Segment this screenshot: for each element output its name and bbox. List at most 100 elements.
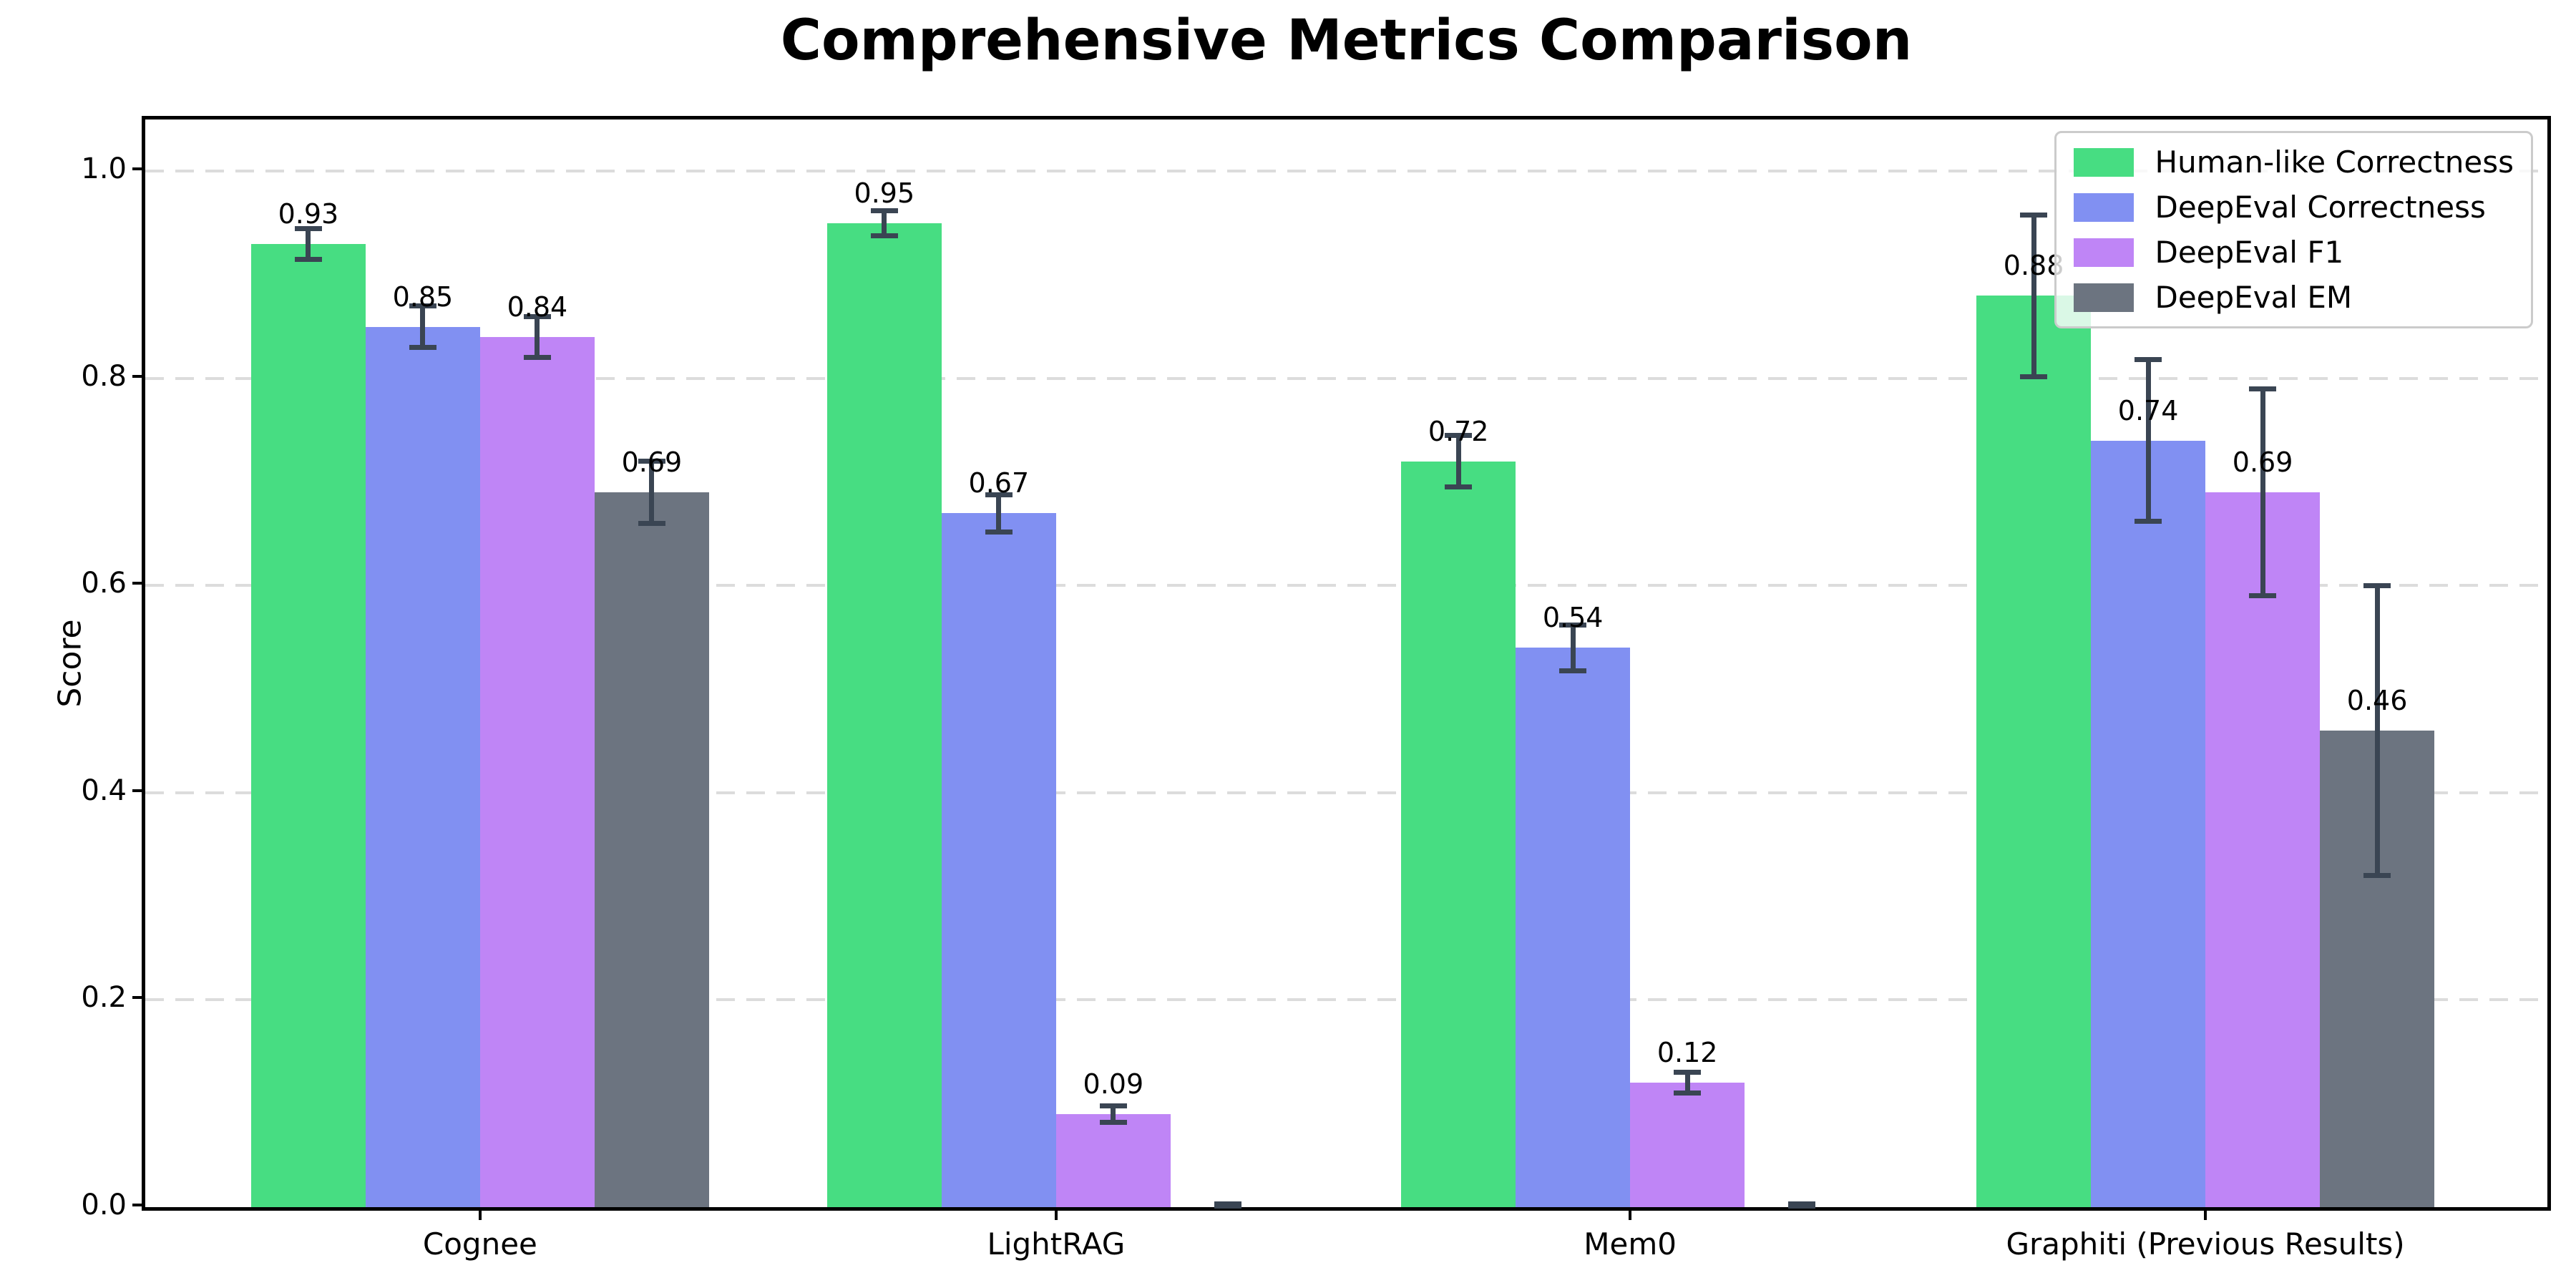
y-tick bbox=[132, 789, 142, 792]
bar-value-label: 0.93 bbox=[278, 197, 339, 230]
bar-value-label: 0.09 bbox=[1083, 1068, 1144, 1100]
error-bar-cap bbox=[1788, 1204, 1816, 1209]
error-bar-cap bbox=[2020, 212, 2048, 218]
bar-value-label: 0.95 bbox=[854, 177, 915, 209]
x-tick-label: Cognee bbox=[422, 1226, 537, 1262]
error-bar-cap bbox=[1214, 1204, 1241, 1209]
legend-label: DeepEval Correctness bbox=[2155, 190, 2486, 225]
legend-label: Human-like Correctness bbox=[2155, 145, 2514, 180]
error-bar-cap bbox=[1099, 1119, 1127, 1125]
error-bar-cap bbox=[2363, 873, 2391, 879]
error-bar-cap bbox=[870, 208, 898, 213]
y-tick-label: 0.8 bbox=[81, 359, 127, 393]
bar-value-label: 0.84 bbox=[507, 291, 568, 323]
error-bar bbox=[649, 461, 655, 524]
error-bar-cap bbox=[1674, 1070, 1702, 1075]
y-tick-label: 0.0 bbox=[81, 1189, 127, 1221]
error-bar-cap bbox=[1099, 1103, 1127, 1108]
plot-area: 0.93 0.85 0.84 0.69 0.95 0.67 0.09 0.72 0.54 0.12… bbox=[142, 116, 2551, 1211]
bar-value-label: 0.88 bbox=[2003, 250, 2064, 282]
x-tick bbox=[478, 1211, 482, 1220]
error-bar-cap bbox=[294, 256, 322, 262]
bar bbox=[594, 492, 709, 1207]
bar bbox=[2205, 492, 2321, 1207]
bar bbox=[1630, 1083, 1745, 1207]
y-tick bbox=[132, 167, 142, 171]
bar-value-label: 0.46 bbox=[2346, 685, 2408, 717]
legend-swatch bbox=[2073, 147, 2134, 177]
x-tick bbox=[2204, 1211, 2207, 1220]
bar bbox=[365, 326, 480, 1207]
legend: Human-like Correctness DeepEval Correctne… bbox=[2054, 131, 2533, 328]
error-bar bbox=[882, 210, 887, 236]
error-bar-cap bbox=[1674, 1091, 1702, 1096]
error-bar bbox=[2260, 389, 2265, 596]
y-tick bbox=[132, 996, 142, 1000]
bar bbox=[250, 243, 366, 1207]
legend-item: DeepEval EM bbox=[2073, 280, 2514, 315]
legend-label: DeepEval F1 bbox=[2155, 235, 2344, 270]
legend-item: DeepEval F1 bbox=[2073, 235, 2514, 270]
error-bar-cap bbox=[2020, 374, 2048, 379]
bar-value-label: 0.12 bbox=[1657, 1037, 1718, 1069]
bar bbox=[826, 223, 942, 1207]
error-bar-cap bbox=[1445, 433, 1473, 439]
error-bar-cap bbox=[638, 459, 665, 464]
error-bar-cap bbox=[985, 529, 1013, 535]
legend-label: DeepEval EM bbox=[2155, 280, 2353, 315]
error-bar bbox=[996, 494, 1002, 532]
gridline bbox=[145, 170, 2547, 173]
bar bbox=[479, 337, 595, 1207]
bar bbox=[941, 513, 1056, 1207]
error-bar bbox=[2031, 215, 2036, 377]
error-bar-cap bbox=[1559, 668, 1587, 673]
x-tick bbox=[1629, 1211, 1632, 1220]
chart-title: Comprehensive Metrics Comparison bbox=[780, 9, 1913, 73]
y-tick-label: 0.4 bbox=[81, 774, 127, 807]
bar-value-label: 0.69 bbox=[621, 447, 683, 479]
bar bbox=[1401, 461, 1516, 1207]
y-tick bbox=[132, 1204, 142, 1206]
gridline bbox=[145, 998, 2547, 1002]
legend-item: Human-like Correctness bbox=[2073, 145, 2514, 180]
y-tick-label: 0.6 bbox=[81, 567, 127, 600]
x-tick-label: Graphiti (Previous Results) bbox=[2006, 1226, 2405, 1262]
error-bar bbox=[2145, 359, 2151, 522]
bar-value-label: 0.54 bbox=[1542, 602, 1604, 634]
error-bar bbox=[1455, 435, 1461, 487]
error-bar bbox=[1684, 1072, 1690, 1093]
error-bar-cap bbox=[523, 313, 551, 319]
bar bbox=[1055, 1113, 1171, 1207]
bar-value-label: 0.85 bbox=[392, 280, 454, 313]
legend-swatch bbox=[2073, 238, 2134, 267]
x-tick-label: LightRAG bbox=[987, 1226, 1126, 1262]
error-bar-cap bbox=[523, 355, 551, 361]
bar bbox=[1516, 648, 1631, 1207]
bar bbox=[2091, 440, 2206, 1207]
bar bbox=[1976, 296, 2092, 1207]
error-bar bbox=[1111, 1106, 1116, 1123]
error-bar-cap bbox=[2363, 582, 2391, 588]
bar-value-label: 0.74 bbox=[2117, 394, 2179, 426]
error-bar-cap bbox=[1445, 484, 1473, 490]
bar-value-label: 0.72 bbox=[1428, 415, 1489, 447]
y-tick bbox=[132, 374, 142, 378]
error-bar-cap bbox=[2249, 593, 2277, 599]
gridline bbox=[145, 791, 2547, 794]
y-axis-title: Score bbox=[52, 619, 89, 708]
legend-item: DeepEval Correctness bbox=[2073, 190, 2514, 225]
error-bar-cap bbox=[2135, 357, 2162, 363]
x-tick bbox=[1054, 1211, 1058, 1220]
y-tick-label: 0.2 bbox=[81, 981, 127, 1015]
error-bar-cap bbox=[985, 492, 1013, 497]
error-bar bbox=[2374, 585, 2380, 876]
error-bar-cap bbox=[1559, 622, 1587, 628]
error-bar-cap bbox=[870, 233, 898, 238]
error-bar bbox=[306, 228, 311, 260]
bar-value-label: 0.69 bbox=[2232, 447, 2293, 479]
y-tick-label: 1.0 bbox=[81, 152, 127, 186]
error-bar-cap bbox=[294, 225, 322, 231]
error-bar-cap bbox=[409, 303, 436, 309]
error-bar-cap bbox=[2135, 519, 2162, 525]
